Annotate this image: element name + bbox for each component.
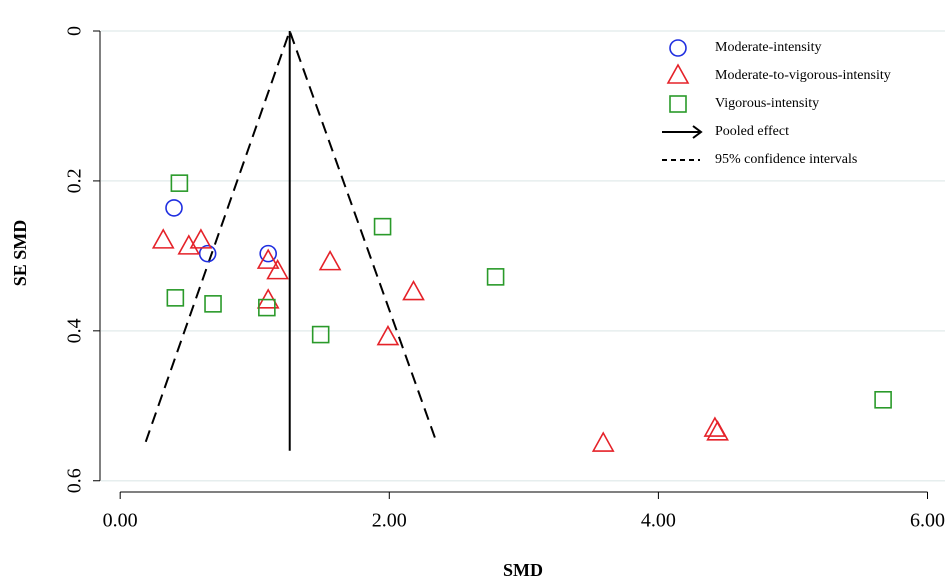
x-axis-label: SMD — [503, 560, 543, 580]
y-tick-label: 0.2 — [64, 168, 86, 193]
data-point — [189, 228, 213, 249]
ci-line — [144, 27, 438, 443]
data-point — [706, 420, 729, 441]
data-point — [151, 228, 175, 249]
y-tick-label: 0 — [64, 26, 86, 36]
legend-label: 95% confidence intervals — [715, 152, 857, 167]
legend-label: Moderate-intensity — [715, 40, 822, 55]
data-point — [259, 244, 277, 263]
legend-marker — [666, 63, 690, 84]
data-point — [874, 390, 892, 409]
x-tick-label: 0.00 — [103, 510, 138, 532]
data-point — [170, 174, 189, 192]
legend-arrow-head — [692, 125, 703, 139]
data-point — [258, 298, 276, 317]
data-point — [204, 295, 222, 313]
legend-marker — [669, 39, 687, 57]
data-point — [165, 199, 183, 217]
x-tick-label: 2.00 — [372, 510, 407, 532]
y-tick-label: 0.6 — [64, 468, 86, 493]
legend-marker — [669, 95, 687, 113]
data-point — [402, 279, 425, 301]
data-point — [166, 289, 185, 307]
data-point — [486, 268, 505, 286]
x-tick-label: 6.00 — [910, 510, 945, 532]
data-point — [256, 248, 280, 269]
y-tick-label: 0.4 — [64, 318, 86, 343]
x-tick-label: 4.00 — [641, 510, 676, 532]
data-point — [318, 249, 342, 271]
legend-label: Pooled effect — [715, 124, 789, 139]
data-point — [591, 431, 615, 452]
data-point — [266, 258, 289, 280]
data-point — [311, 325, 330, 344]
data-point — [177, 234, 201, 255]
data-point — [198, 244, 217, 263]
data-point — [376, 324, 400, 346]
data-point — [373, 217, 392, 236]
legend-label: Vigorous-intensity — [715, 96, 819, 111]
legend-label: Moderate-to-vigorous-intensity — [715, 68, 891, 83]
y-axis-label: SE SMD — [10, 220, 30, 287]
